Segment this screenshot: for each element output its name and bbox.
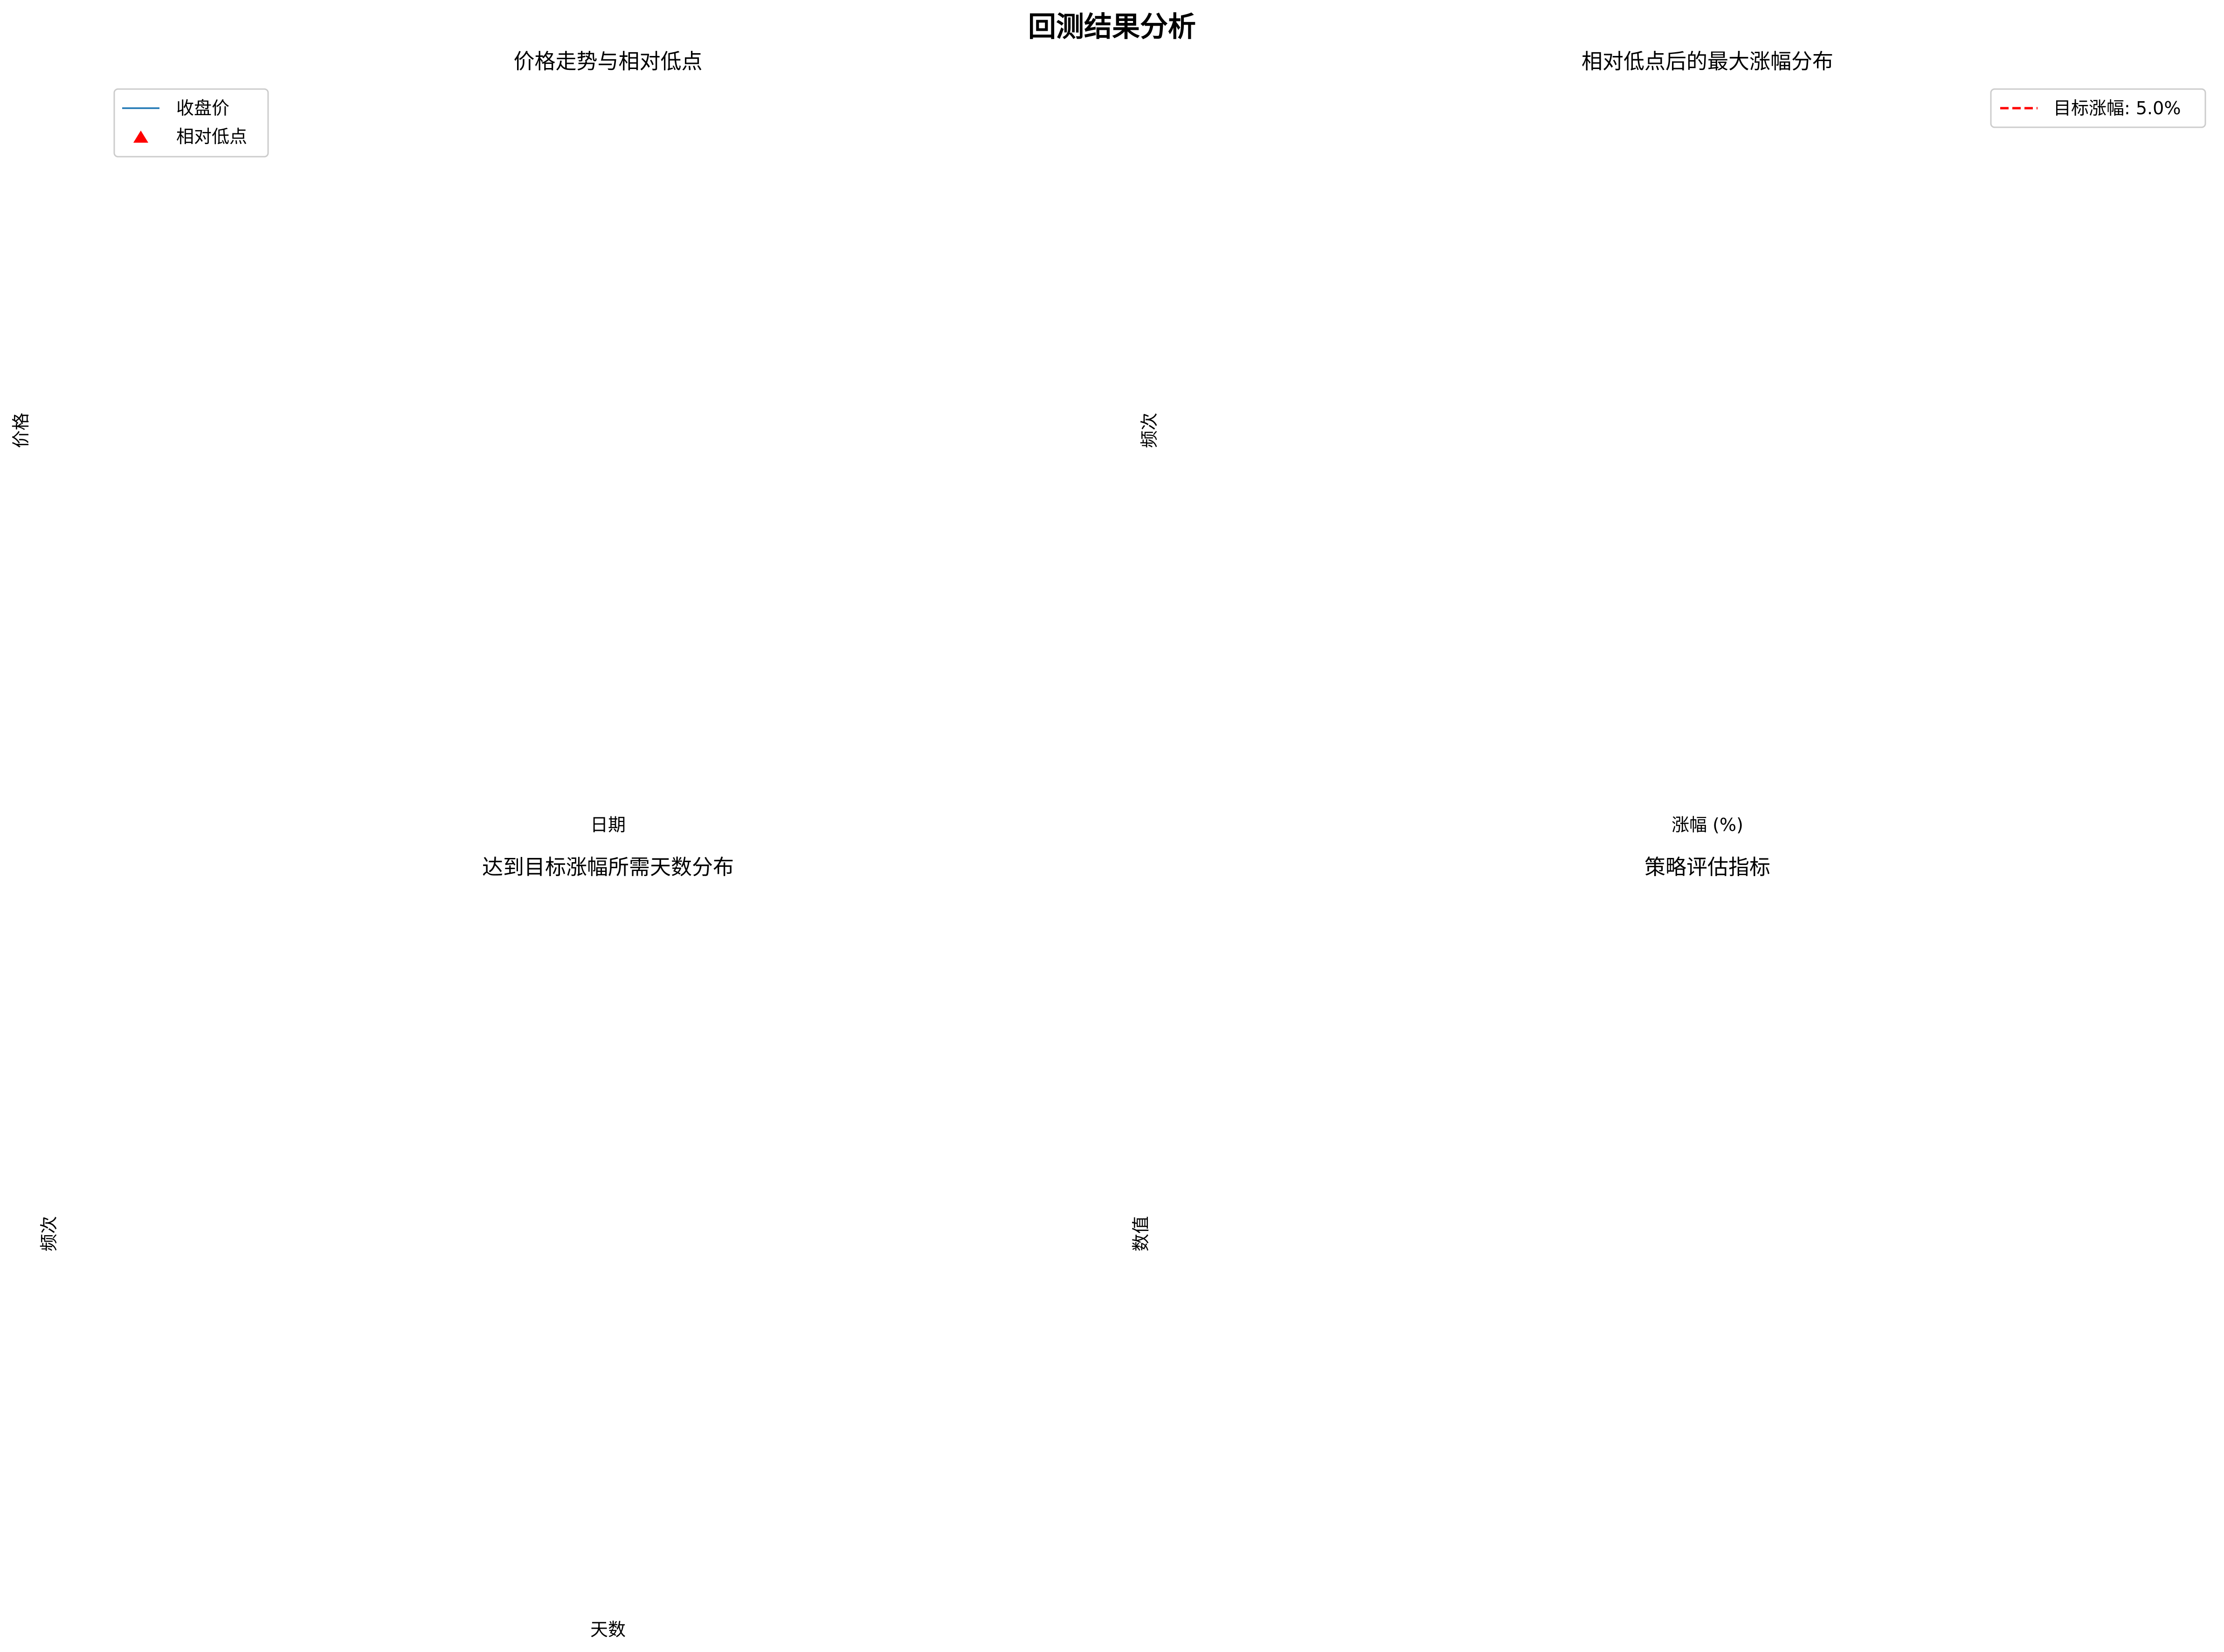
days-distribution-title: 达到目标涨幅所需天数分布 bbox=[482, 855, 734, 879]
legend-label-low-point: 相对低点 bbox=[176, 126, 247, 147]
price-trend-panel: 价格走势与相对低点 日期 价格 收盘价 相对低点 bbox=[11, 49, 1112, 835]
price-trend-xlabel: 日期 bbox=[590, 815, 626, 835]
max-gain-legend: 目标涨幅: 5.0% bbox=[1990, 88, 2206, 128]
legend-label-target-gain: 目标涨幅: 5.0% bbox=[2053, 98, 2181, 118]
days-distribution-ylabel: 频次 bbox=[39, 1216, 59, 1251]
price-trend-legend-box bbox=[113, 88, 269, 158]
legend-marker-low-point bbox=[133, 131, 148, 143]
max-gain-distribution-panel: 相对低点后的最大涨幅分布 涨幅 (%) 频次 目标涨幅: 5.0% bbox=[1139, 49, 2206, 835]
price-trend-ylabel: 价格 bbox=[11, 413, 31, 448]
strategy-metrics-title: 策略评估指标 bbox=[1644, 855, 1770, 879]
max-gain-legend-box bbox=[1990, 88, 2206, 128]
strategy-metrics-panel: 策略评估指标 数值 bbox=[1131, 855, 1770, 1251]
max-gain-title: 相对低点后的最大涨幅分布 bbox=[1582, 49, 1833, 74]
legend-label-close-price: 收盘价 bbox=[176, 98, 229, 118]
price-trend-legend: 收盘价 相对低点 bbox=[113, 88, 269, 158]
days-distribution-xlabel: 天数 bbox=[590, 1619, 626, 1640]
max-gain-ylabel: 频次 bbox=[1139, 413, 1160, 448]
max-gain-xlabel: 涨幅 (%) bbox=[1671, 815, 1743, 835]
price-trend-layer bbox=[104, 82, 1112, 775]
price-trend-plot-area bbox=[104, 82, 1112, 775]
figure-title: 回测结果分析 bbox=[1028, 11, 1196, 43]
price-trend-title: 价格走势与相对低点 bbox=[513, 49, 702, 74]
days-distribution-panel: 达到目标涨幅所需天数分布 天数 频次 bbox=[39, 855, 734, 1640]
strategy-metrics-ylabel: 数值 bbox=[1131, 1216, 1151, 1251]
